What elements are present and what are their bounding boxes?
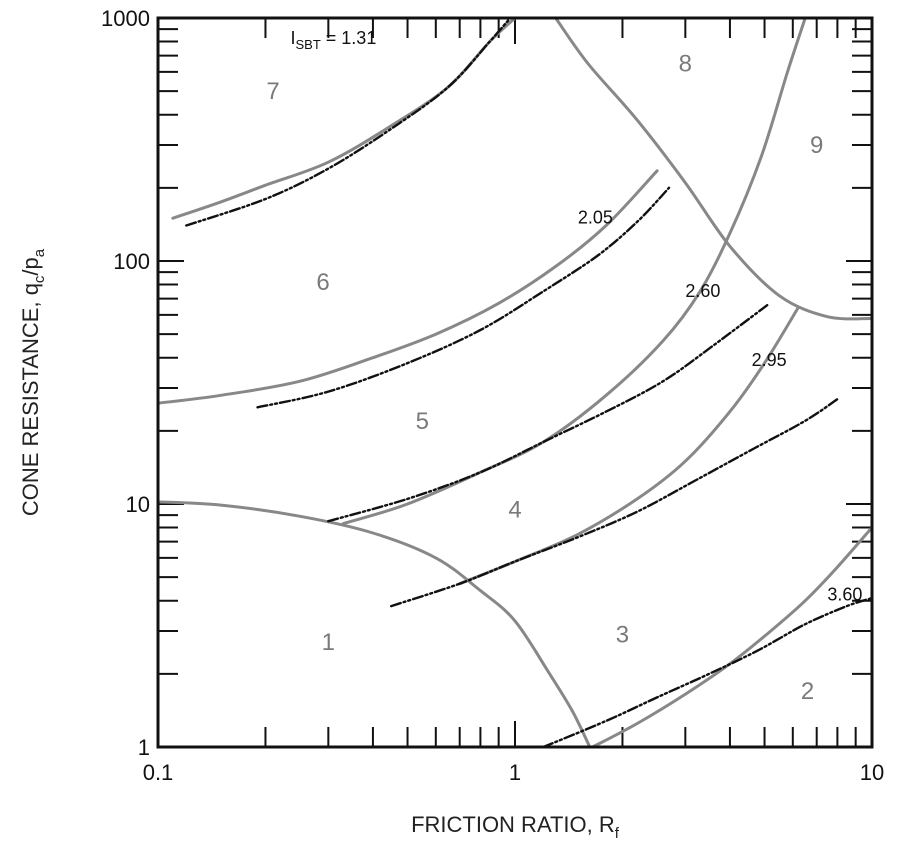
contour-label: 2.60 [685, 281, 720, 301]
zone-boundary-6 [156, 500, 592, 749]
zone-label-6: 6 [316, 269, 329, 296]
y-tick-label: 100 [113, 249, 150, 274]
contour-labels: ISBT = 1.31 2.05 2.60 2.95 3.60 [290, 28, 862, 604]
zone-label-5: 5 [416, 408, 429, 435]
isbt-contour-line [185, 16, 512, 227]
isbt-contour-line [256, 186, 671, 409]
zone-label-9: 9 [810, 132, 823, 159]
x-tick-label: 0.1 [143, 760, 174, 785]
contour-label: ISBT = 1.31 [290, 28, 376, 52]
zone-label-3: 3 [616, 622, 629, 649]
x-axis-label: FRICTION RATIO, Rf [411, 812, 620, 842]
zone-label-7: 7 [266, 78, 279, 105]
contour-label: 2.05 [578, 207, 613, 227]
zone-boundary-2 [156, 169, 659, 405]
zone-label-2: 2 [801, 678, 814, 705]
zone-label-8: 8 [679, 50, 692, 77]
zone-boundary-3 [341, 16, 807, 526]
isbt-contour-line [390, 398, 839, 608]
x-tick-label: 1 [509, 760, 521, 785]
x-tick-label: 10 [860, 760, 884, 785]
zone-label-4: 4 [508, 496, 521, 523]
zone-boundary-7 [554, 16, 874, 321]
y-tick-label: 10 [126, 492, 150, 517]
isbt-contour-line [542, 596, 874, 749]
isbt-contour-line [327, 303, 769, 523]
zone-labels: 1 2 3 4 5 6 7 8 9 [266, 50, 823, 705]
y-tick-label: 1000 [101, 6, 150, 31]
contour-label: 2.95 [752, 350, 787, 370]
zone-label-1: 1 [322, 629, 335, 656]
zone-boundaries [156, 16, 874, 749]
y-axis-label: CONE RESISTANCE, qc/pa [18, 248, 48, 516]
contour-label: 3.60 [827, 585, 862, 605]
y-tick-label: 1 [138, 735, 150, 760]
isbt-contours [185, 16, 874, 749]
plot-frame [156, 16, 874, 749]
zone-boundary-5 [591, 526, 874, 749]
